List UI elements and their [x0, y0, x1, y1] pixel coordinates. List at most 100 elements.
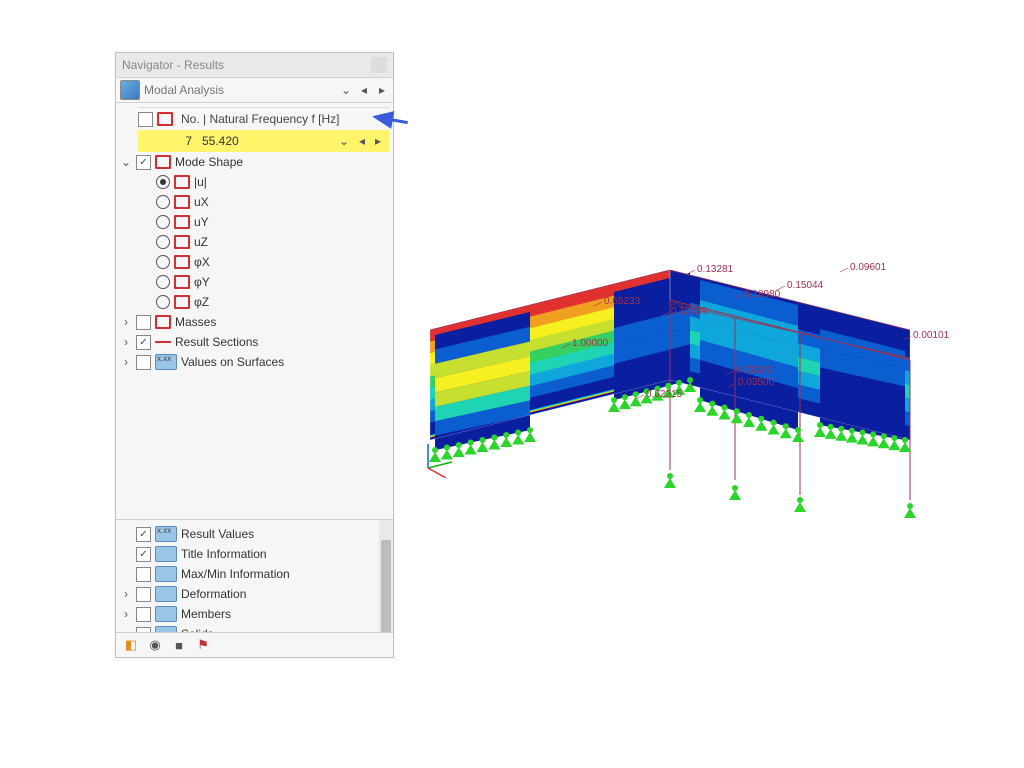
scrollbar[interactable]	[379, 520, 393, 633]
member-icon	[174, 255, 190, 269]
option-icon	[155, 566, 177, 582]
section-icon	[155, 341, 171, 343]
mode-shape-node[interactable]: ⌄ Mode Shape	[120, 152, 389, 172]
display-option-label: Result Values	[181, 527, 254, 541]
radio-icon[interactable]	[156, 195, 170, 209]
result-value-label: 0.12939	[671, 306, 707, 317]
result-value-label: 0.15044	[787, 280, 823, 291]
member-icon	[174, 275, 190, 289]
result-value-label: 0.62315	[646, 389, 682, 400]
panel-footer: ◧ ◉ ■ ⚑	[116, 632, 393, 657]
collapse-icon[interactable]: ⌄	[120, 155, 132, 169]
result-value-label: 0.03269	[736, 365, 772, 376]
radio-icon[interactable]	[156, 235, 170, 249]
result-value-label: 1.00000	[572, 338, 608, 349]
panel-title: Navigator - Results	[122, 58, 224, 72]
mode-option-label: uZ	[194, 235, 208, 249]
mode-option-label: uX	[194, 195, 209, 209]
tree-item-label: Masses	[175, 315, 216, 329]
option-icon	[155, 586, 177, 602]
next-mode-button[interactable]: ▸	[371, 132, 385, 150]
panel-titlebar[interactable]: Navigator - Results	[116, 53, 393, 78]
display-option[interactable]: Max/Min Information	[120, 564, 389, 584]
mode-shape-label: Mode Shape	[175, 155, 243, 169]
expand-icon[interactable]: ›	[120, 315, 132, 329]
tree-item-label: Values on Surfaces	[181, 355, 284, 369]
visibility-icon[interactable]: ◉	[146, 637, 164, 653]
camera-icon[interactable]: ■	[170, 637, 188, 653]
mode-option-uX[interactable]: uX	[120, 192, 389, 212]
expand-icon[interactable]: ›	[120, 587, 132, 601]
values-icon	[155, 354, 177, 370]
prev-mode-button[interactable]: ◂	[355, 132, 369, 150]
result-value-label: 0.65233	[604, 296, 640, 307]
close-icon[interactable]	[371, 57, 387, 73]
display-option-label: Members	[181, 607, 231, 621]
mode-option-φZ[interactable]: φZ	[120, 292, 389, 312]
display-options-list: Result Values Title Information Max/Min …	[116, 519, 393, 633]
mode-option-uZ[interactable]: uZ	[120, 232, 389, 252]
frequency-header-label: No. | Natural Frequency f [Hz]	[177, 112, 389, 126]
result-value-label: 0.03500	[738, 377, 774, 388]
mode-option-label: φY	[194, 275, 210, 289]
mode-option-label: uY	[194, 215, 209, 229]
expand-icon[interactable]: ›	[120, 607, 132, 621]
checkbox[interactable]	[136, 567, 151, 582]
checkbox[interactable]	[136, 527, 151, 542]
tree-item[interactable]: › Result Sections	[120, 332, 389, 352]
option-icon	[155, 606, 177, 622]
navigator-panel: Navigator - Results Modal Analysis ⌄ ◂ ▸…	[115, 52, 394, 658]
display-option[interactable]: › Members	[120, 604, 389, 624]
checkbox[interactable]	[136, 607, 151, 622]
display-option[interactable]: Title Information	[120, 544, 389, 564]
radio-icon[interactable]	[156, 255, 170, 269]
radio-icon[interactable]	[156, 215, 170, 229]
radio-icon[interactable]	[156, 295, 170, 309]
mode-frequency-value: 55.420	[202, 134, 337, 148]
mode-option-label: |u|	[194, 175, 207, 189]
mode-number: 7	[138, 134, 202, 148]
mode-option-label: φX	[194, 255, 210, 269]
result-value-label: 0.18980	[744, 289, 780, 300]
display-option[interactable]: Result Values	[120, 524, 389, 544]
mode-option-φY[interactable]: φY	[120, 272, 389, 292]
dropdown-icon[interactable]: ⌄	[339, 81, 353, 99]
analysis-type-label[interactable]: Modal Analysis	[144, 83, 335, 97]
modal-result-view[interactable]	[410, 200, 970, 540]
expand-icon[interactable]: ›	[120, 335, 132, 349]
tree-item[interactable]: › Masses	[120, 312, 389, 332]
checkbox[interactable]	[136, 355, 151, 370]
display-option[interactable]: › Deformation	[120, 584, 389, 604]
selected-frequency-row[interactable]: 7 55.420 ⌄ ◂ ▸	[138, 130, 389, 152]
checkbox[interactable]	[136, 547, 151, 562]
prev-analysis-button[interactable]: ◂	[357, 81, 371, 99]
tree-item[interactable]: › Values on Surfaces	[120, 352, 389, 372]
frequency-dropdown-icon[interactable]: ⌄	[337, 134, 351, 148]
layers-icon[interactable]: ◧	[122, 637, 140, 653]
checkbox[interactable]	[136, 587, 151, 602]
scrollbar-thumb[interactable]	[381, 540, 391, 633]
next-analysis-button[interactable]: ▸	[375, 81, 389, 99]
checkbox[interactable]	[136, 335, 151, 350]
mode-shape-checkbox[interactable]	[136, 155, 151, 170]
display-option-label: Deformation	[181, 587, 246, 601]
expand-icon[interactable]: ›	[120, 355, 132, 369]
frequency-header-row: No. | Natural Frequency f [Hz]	[138, 107, 389, 130]
analysis-selector-bar: Modal Analysis ⌄ ◂ ▸	[116, 78, 393, 103]
display-option-label: Max/Min Information	[181, 567, 290, 581]
flag-icon[interactable]: ⚑	[194, 637, 212, 653]
axis-triad	[418, 438, 458, 478]
mode-option-uY[interactable]: uY	[120, 212, 389, 232]
frequency-checkbox[interactable]	[138, 112, 153, 127]
member-icon	[174, 195, 190, 209]
radio-icon[interactable]	[156, 275, 170, 289]
member-icon	[155, 155, 171, 169]
option-icon	[155, 546, 177, 562]
member-icon	[157, 112, 173, 126]
mode-option-φX[interactable]: φX	[120, 252, 389, 272]
result-value-label: 0.13281	[697, 264, 733, 275]
radio-icon[interactable]	[156, 175, 170, 189]
mode-option-|u|[interactable]: |u|	[120, 172, 389, 192]
result-value-label: 0.09601	[850, 262, 886, 273]
checkbox[interactable]	[136, 315, 151, 330]
